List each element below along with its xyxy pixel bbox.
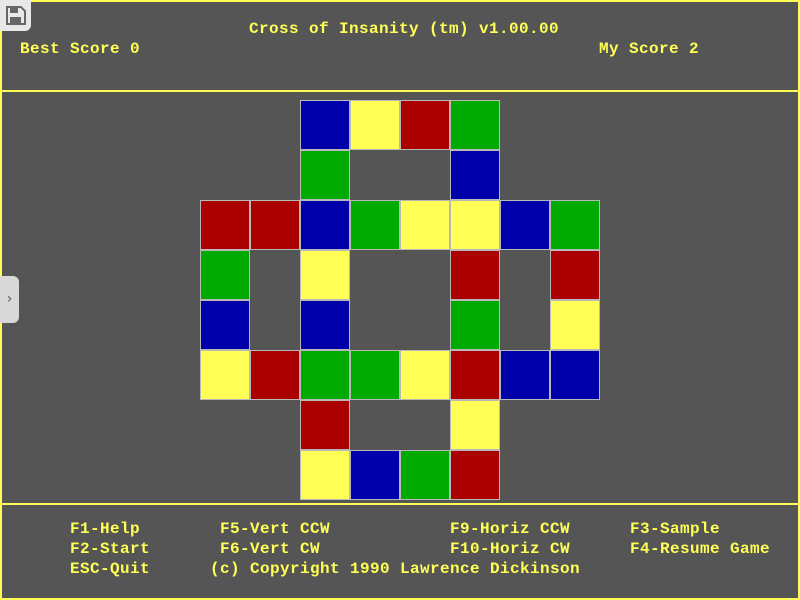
tile-red[interactable] xyxy=(450,350,500,400)
tile-yellow[interactable] xyxy=(400,350,450,400)
tile-green[interactable] xyxy=(450,300,500,350)
tile-green[interactable] xyxy=(350,200,400,250)
tile-blue[interactable] xyxy=(300,300,350,350)
tile-yellow[interactable] xyxy=(450,200,500,250)
game-board[interactable] xyxy=(200,100,600,500)
tile-blue[interactable] xyxy=(350,450,400,500)
copyright: (c) Copyright 1990 Lawrence Dickinson xyxy=(210,560,581,578)
floppy-disk-icon xyxy=(6,6,26,25)
tile-red[interactable] xyxy=(200,200,250,250)
tile-red[interactable] xyxy=(250,200,300,250)
tile-green[interactable] xyxy=(200,250,250,300)
game-title: Cross of Insanity (tm) v1.00.00 xyxy=(249,20,560,38)
key-f4-resume[interactable]: F4-Resume Game xyxy=(630,540,771,558)
tile-blue[interactable] xyxy=(550,350,600,400)
tile-green[interactable] xyxy=(450,100,500,150)
tile-yellow[interactable] xyxy=(450,400,500,450)
tile-blue[interactable] xyxy=(200,300,250,350)
save-button[interactable] xyxy=(0,0,31,31)
tile-blue[interactable] xyxy=(300,200,350,250)
tile-blue[interactable] xyxy=(500,200,550,250)
key-f1-help[interactable]: F1-Help xyxy=(70,520,141,538)
chevron-right-icon: › xyxy=(6,291,13,307)
best-score: Best Score 0 xyxy=(20,40,141,58)
tile-blue[interactable] xyxy=(500,350,550,400)
key-f3-sample[interactable]: F3-Sample xyxy=(630,520,721,538)
tile-red[interactable] xyxy=(250,350,300,400)
footer-frame xyxy=(0,503,800,600)
header-frame xyxy=(0,0,800,92)
expand-panel-button[interactable]: › xyxy=(0,276,19,323)
tile-red[interactable] xyxy=(400,100,450,150)
tile-yellow[interactable] xyxy=(300,250,350,300)
tile-yellow[interactable] xyxy=(550,300,600,350)
key-f5-vert-ccw[interactable]: F5-Vert CCW xyxy=(220,520,331,538)
tile-yellow[interactable] xyxy=(400,200,450,250)
key-esc-quit[interactable]: ESC-Quit xyxy=(70,560,151,578)
tile-red[interactable] xyxy=(550,250,600,300)
tile-green[interactable] xyxy=(550,200,600,250)
tile-yellow[interactable] xyxy=(300,450,350,500)
my-score: My Score 2 xyxy=(599,40,700,58)
key-f6-vert-cw[interactable]: F6-Vert CW xyxy=(220,540,321,558)
tile-green[interactable] xyxy=(300,350,350,400)
tile-yellow[interactable] xyxy=(200,350,250,400)
tile-yellow[interactable] xyxy=(350,100,400,150)
key-f2-start[interactable]: F2-Start xyxy=(70,540,151,558)
tile-blue[interactable] xyxy=(450,150,500,200)
tile-red[interactable] xyxy=(450,250,500,300)
tile-red[interactable] xyxy=(450,450,500,500)
key-f10-horiz-cw[interactable]: F10-Horiz CW xyxy=(450,540,571,558)
tile-green[interactable] xyxy=(300,150,350,200)
key-f9-horiz-ccw[interactable]: F9-Horiz CCW xyxy=(450,520,571,538)
tile-green[interactable] xyxy=(350,350,400,400)
tile-green[interactable] xyxy=(400,450,450,500)
tile-red[interactable] xyxy=(300,400,350,450)
tile-blue[interactable] xyxy=(300,100,350,150)
